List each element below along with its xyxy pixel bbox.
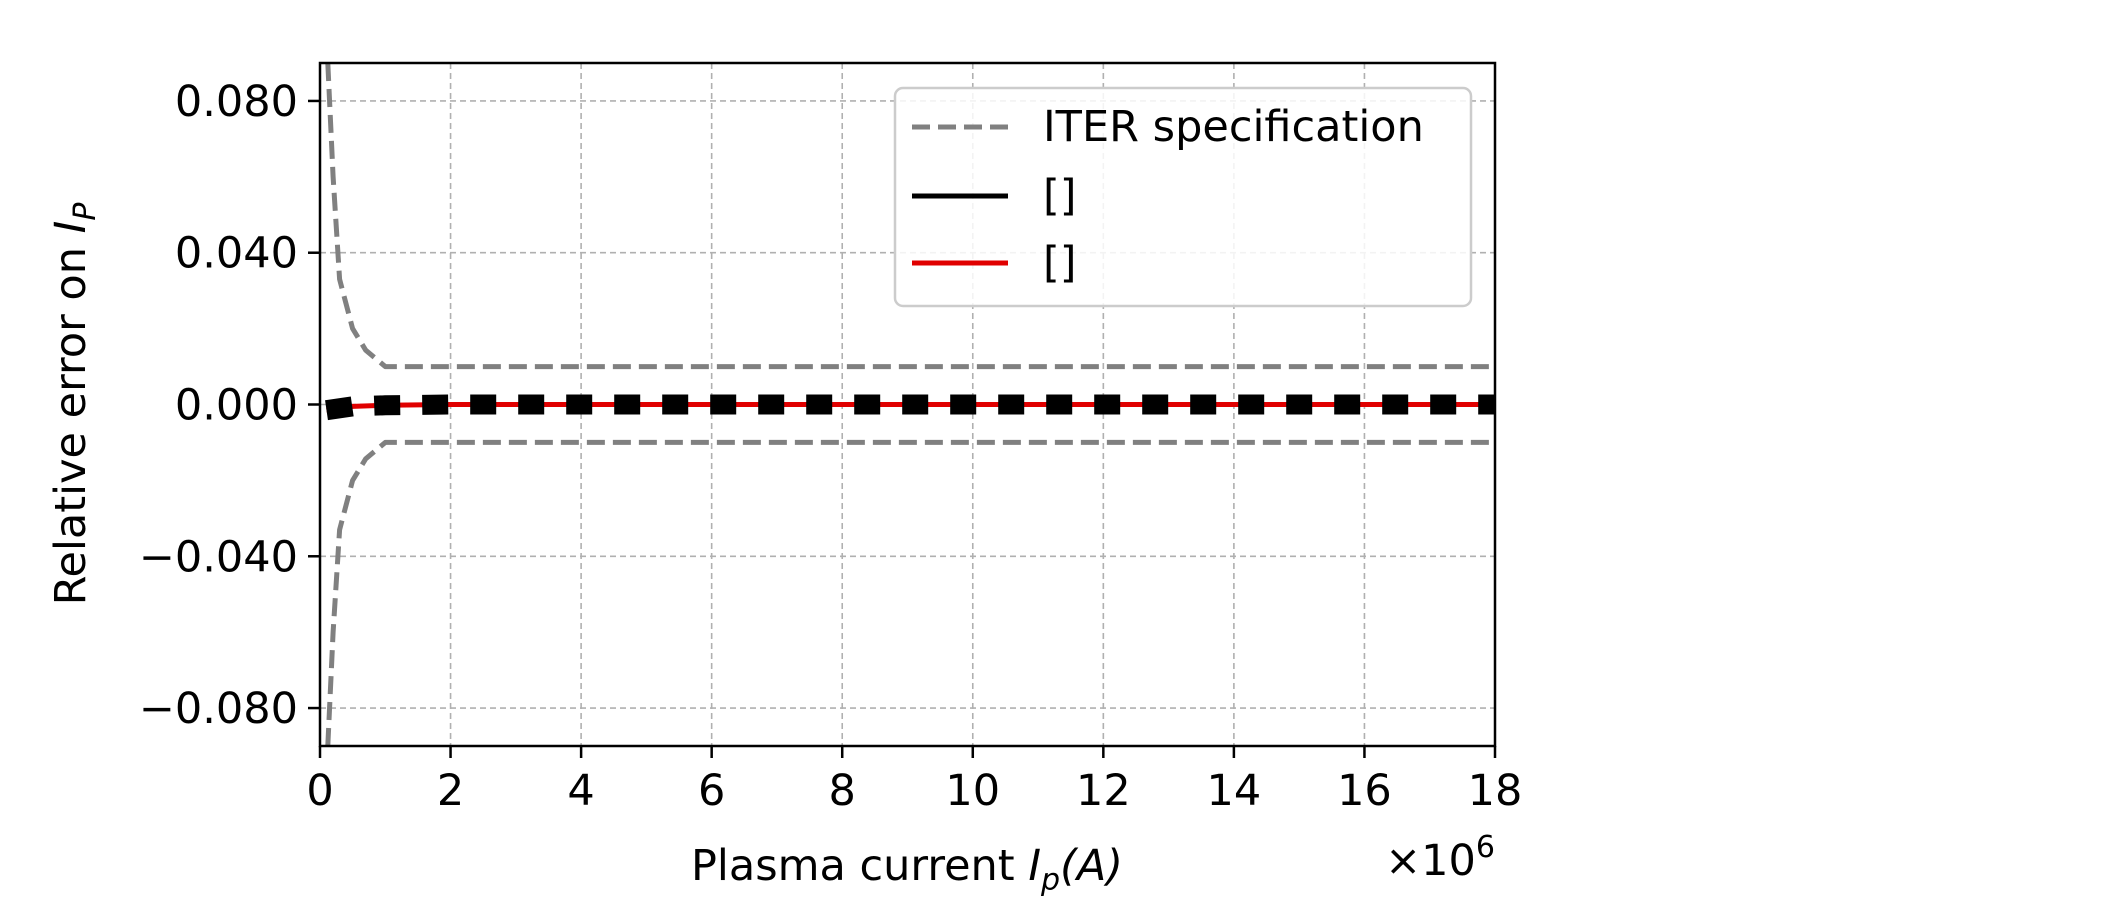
y-tick-label: −0.080 — [139, 684, 298, 734]
y-tick-label: 0.080 — [175, 77, 298, 127]
x-tick-label: 10 — [945, 766, 1000, 816]
series-line-0 — [325, 63, 1495, 370]
y-tick-label: 0.000 — [175, 381, 298, 431]
legend: ITER specification [] [] — [893, 86, 1473, 308]
legend-label-black: [] — [1043, 171, 1077, 221]
x-axis-offset-text: ×106 — [1385, 830, 1495, 886]
y-tick-label: 0.040 — [175, 229, 298, 279]
x-tick-label: 18 — [1468, 766, 1523, 816]
y-tick-label: −0.040 — [139, 532, 298, 582]
x-tick-label: 16 — [1337, 766, 1392, 816]
x-tick-label: 8 — [829, 766, 856, 816]
x-axis-label: Plasma current Ip(A) — [691, 841, 1123, 898]
legend-label-red: [] — [1043, 238, 1077, 288]
series-line-1 — [325, 439, 1495, 746]
x-tick-label: 0 — [306, 766, 333, 816]
series-line-3 — [325, 394, 1495, 421]
legend-box — [893, 86, 1473, 308]
x-tick-label: 12 — [1076, 766, 1131, 816]
legend-label-iter-spec: ITER specification — [1043, 102, 1424, 152]
ticks-group: 0 2 4 6 8 10 12 14 16 18 0.080 0.040 0.000 −0.040 −0.0… — [139, 77, 1523, 816]
x-tick-label: 4 — [567, 766, 594, 816]
x-tick-label: 6 — [698, 766, 725, 816]
series-group — [325, 63, 1495, 746]
x-tick-label: 2 — [437, 766, 464, 816]
x-tick-label: 14 — [1207, 766, 1262, 816]
y-axis-label: Relative error on IP — [46, 202, 103, 606]
